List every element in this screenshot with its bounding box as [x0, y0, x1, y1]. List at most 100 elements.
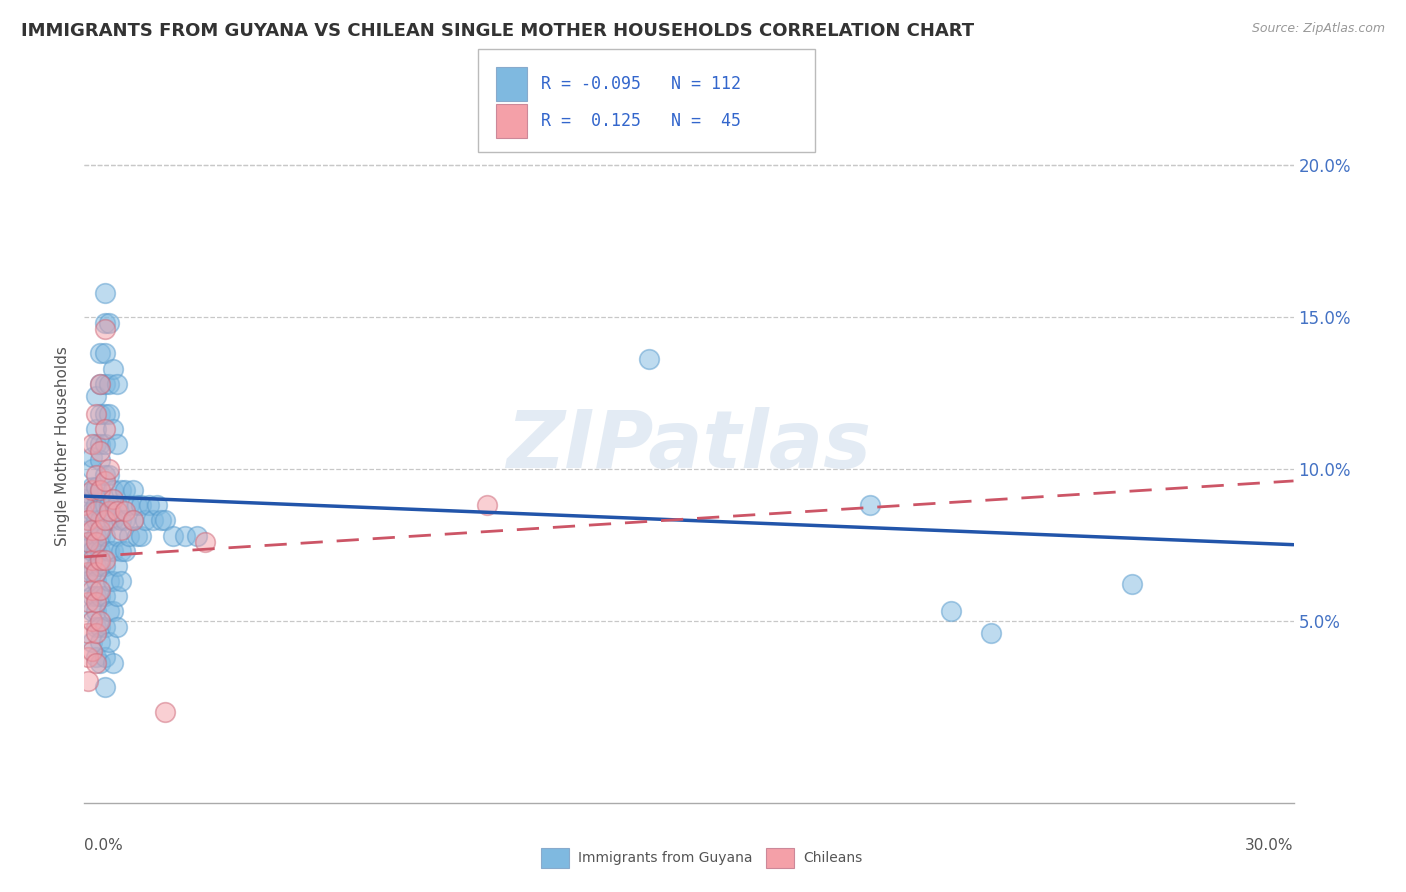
Point	[73, 498, 96, 512]
Point	[121, 483, 143, 497]
Point	[97, 635, 120, 649]
Point	[93, 316, 115, 330]
Point	[121, 513, 143, 527]
Point	[93, 498, 115, 512]
Point	[97, 376, 120, 391]
Point	[980, 625, 1002, 640]
Point	[82, 614, 104, 628]
Point	[86, 513, 108, 527]
Point	[89, 513, 111, 527]
Point	[101, 483, 124, 497]
Point	[82, 565, 104, 579]
Point	[134, 513, 156, 527]
Point	[93, 528, 115, 542]
Point	[89, 483, 111, 497]
Point	[89, 452, 111, 467]
Point	[82, 483, 104, 497]
Point	[153, 513, 176, 527]
Point	[77, 650, 100, 665]
Text: R = -0.095   N = 112: R = -0.095 N = 112	[541, 75, 741, 93]
Point	[101, 543, 124, 558]
Point	[194, 534, 217, 549]
Text: 30.0%: 30.0%	[1246, 838, 1294, 854]
Point	[162, 528, 184, 542]
Point	[125, 498, 148, 512]
Point	[110, 574, 132, 588]
Point	[89, 583, 111, 598]
Point	[82, 590, 104, 604]
Point	[129, 498, 152, 512]
Point	[77, 534, 100, 549]
Point	[77, 558, 100, 573]
Point	[77, 625, 100, 640]
Point	[82, 635, 104, 649]
Point	[97, 498, 120, 512]
Point	[89, 407, 111, 421]
Point	[89, 346, 111, 360]
Point	[86, 656, 108, 670]
Point	[89, 483, 111, 497]
Point	[82, 437, 104, 451]
Point	[77, 523, 100, 537]
Point	[86, 625, 108, 640]
Point	[86, 467, 108, 482]
Point	[86, 528, 108, 542]
Point	[89, 553, 111, 567]
Point	[637, 352, 659, 367]
Point	[101, 656, 124, 670]
Point	[93, 558, 115, 573]
Point	[138, 498, 160, 512]
Point	[93, 467, 115, 482]
Y-axis label: Single Mother Households: Single Mother Households	[55, 346, 70, 546]
Point	[93, 376, 115, 391]
Point	[77, 534, 100, 549]
Point	[93, 590, 115, 604]
Point	[77, 513, 100, 527]
Point	[105, 376, 128, 391]
Point	[89, 523, 111, 537]
Point	[86, 565, 108, 579]
Point	[86, 558, 108, 573]
Point	[101, 422, 124, 436]
Point	[146, 498, 169, 512]
Point	[97, 316, 120, 330]
Point	[129, 528, 152, 542]
Point	[86, 650, 108, 665]
Point	[93, 620, 115, 634]
Point	[101, 574, 124, 588]
Point	[89, 443, 111, 458]
Point	[118, 528, 141, 542]
Point	[93, 681, 115, 695]
Point	[97, 407, 120, 421]
Point	[82, 605, 104, 619]
Point	[82, 553, 104, 567]
Point	[73, 492, 96, 507]
Point	[101, 492, 124, 507]
Point	[97, 504, 120, 518]
Point	[89, 543, 111, 558]
Text: 0.0%: 0.0%	[84, 838, 124, 854]
Point	[859, 498, 882, 512]
Point	[89, 558, 111, 573]
Point	[153, 705, 176, 719]
Point	[93, 437, 115, 451]
Point	[77, 513, 100, 527]
Point	[110, 543, 132, 558]
Point	[93, 553, 115, 567]
Point	[82, 450, 104, 464]
Point	[114, 504, 136, 518]
Point	[186, 528, 208, 542]
Point	[77, 595, 100, 609]
Point	[93, 422, 115, 436]
Point	[97, 513, 120, 527]
Text: R =  0.125   N =  45: R = 0.125 N = 45	[541, 112, 741, 130]
Point	[97, 605, 120, 619]
Point	[97, 462, 120, 476]
Point	[82, 583, 104, 598]
Point	[86, 407, 108, 421]
Point	[97, 543, 120, 558]
Point	[125, 528, 148, 542]
Point	[93, 322, 115, 336]
Point	[86, 605, 108, 619]
Point	[89, 437, 111, 451]
